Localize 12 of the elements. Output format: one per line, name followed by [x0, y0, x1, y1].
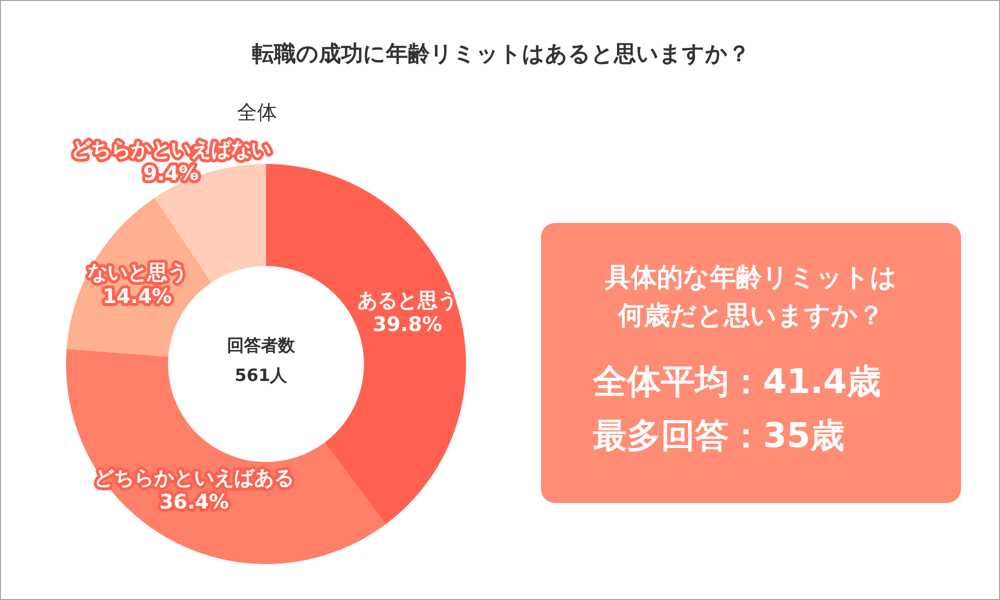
- text: 具体的な年齢リミットは何歳だと思いますか？: [604, 262, 898, 333]
- text: 回答者数: [227, 336, 296, 356]
- text: 最多回答：35歳: [593, 415, 846, 458]
- chart-subtitle: 全体: [237, 99, 277, 126]
- text: 561人: [234, 366, 288, 386]
- chart-title: 転職の成功に年齢リミットはあると思いますか？: [251, 41, 751, 69]
- data-label: 36.4%: [160, 490, 229, 514]
- slice-label: あると思う: [357, 288, 458, 312]
- slice-label: ないと思う: [87, 260, 188, 284]
- data-label: 14.4%: [102, 284, 172, 308]
- text: 全体平均：41.4歳: [593, 361, 882, 404]
- data-label: 39.8%: [372, 312, 442, 336]
